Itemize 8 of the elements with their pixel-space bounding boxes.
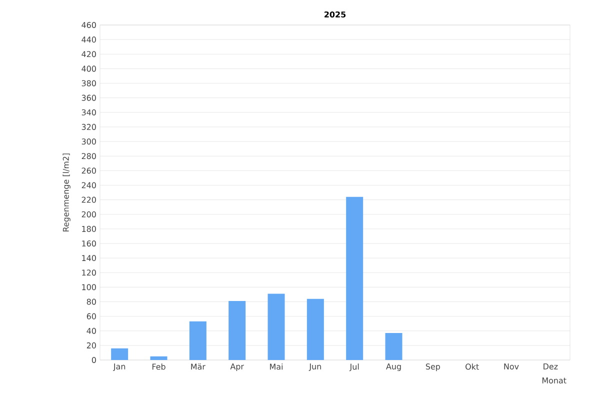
- bar: [268, 294, 285, 360]
- bar: [111, 348, 128, 360]
- bar: [385, 333, 402, 360]
- bar: [189, 321, 206, 360]
- bar: [228, 301, 246, 360]
- bar: [150, 356, 168, 360]
- bar: [306, 298, 324, 360]
- bar: [346, 196, 364, 360]
